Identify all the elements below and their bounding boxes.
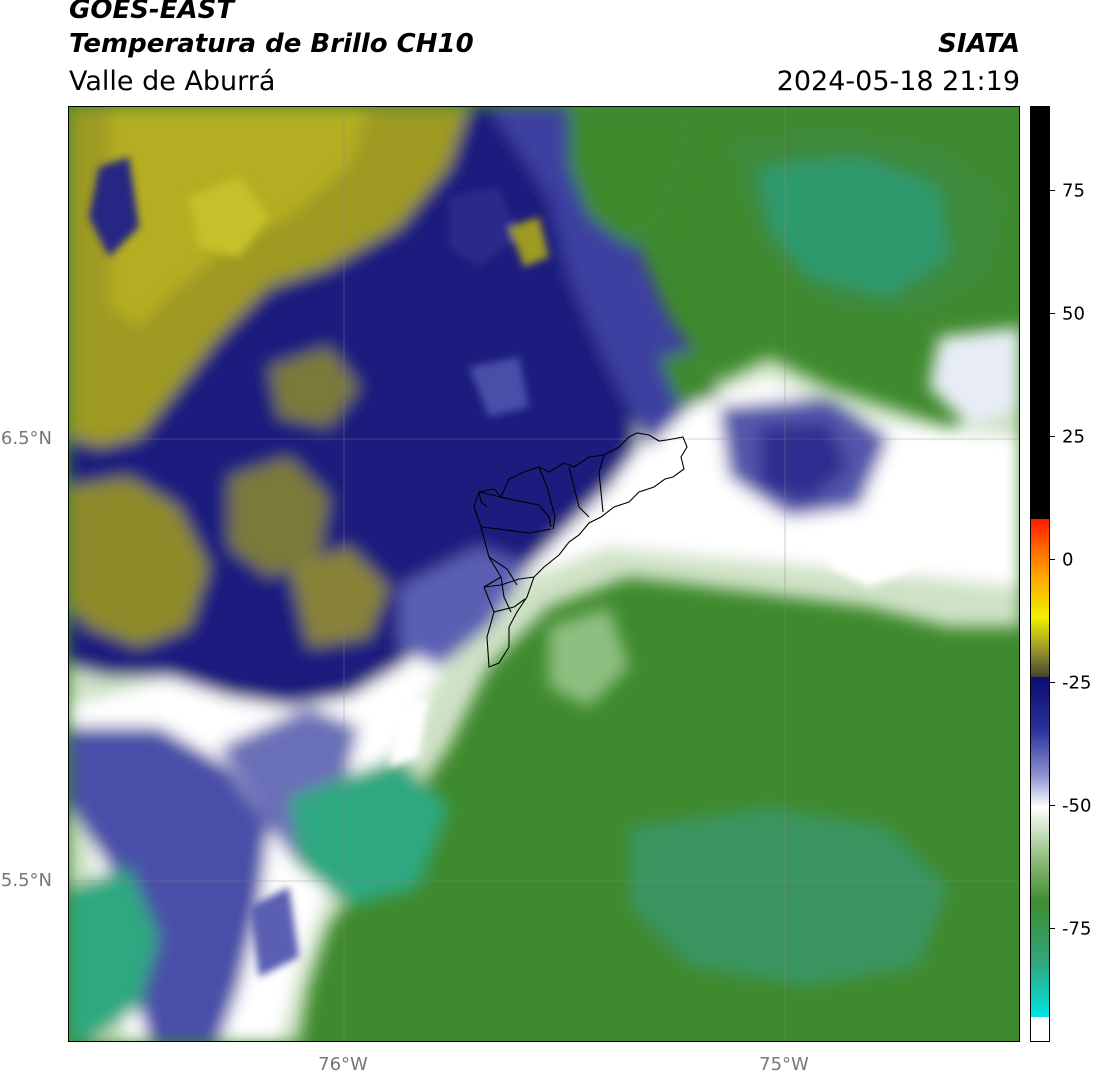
fine-structure	[89, 157, 919, 977]
colorbar-label: 0	[1062, 549, 1074, 571]
boundary-medellin-south	[483, 576, 535, 588]
boundary-barbosa	[598, 454, 605, 513]
longitude-label: 75°W	[759, 1054, 809, 1075]
boundary-girardota	[568, 466, 590, 518]
colorbar-label: 50	[1062, 303, 1085, 325]
colorbar-label: -75	[1062, 918, 1092, 940]
colorbar-label: 25	[1062, 426, 1085, 448]
colorbar	[1030, 106, 1050, 1042]
colorbar-segment-white	[1031, 1017, 1049, 1041]
colorbar-tick	[1050, 682, 1055, 683]
colorbar-tick	[1050, 190, 1055, 191]
title-datetime: 2024-05-18 21:19	[776, 66, 1020, 97]
brightness-temperature-map[interactable]	[68, 106, 1020, 1042]
boundary-medellin-north	[480, 526, 552, 534]
title-organization: SIATA	[938, 29, 1020, 59]
boundary-envigado	[500, 576, 512, 613]
colorbar-label: -50	[1062, 795, 1092, 817]
boundary-itagui	[488, 556, 518, 586]
graticule	[69, 107, 1019, 1041]
longitude-label: 76°W	[318, 1054, 368, 1075]
boundary-bello	[478, 491, 552, 528]
colorbar-tick	[1050, 805, 1055, 806]
colorbar-segment-blue	[1031, 677, 1049, 807]
colorbar-tick	[1050, 436, 1055, 437]
valle-outline	[473, 432, 688, 668]
title-product: Temperatura de Brillo CH10	[69, 29, 474, 59]
title-region: Valle de Aburrá	[69, 66, 276, 97]
boundary-sabaneta	[493, 598, 526, 613]
municipality-boundaries	[473, 432, 688, 668]
latitude-label: 5.5°N	[0, 870, 52, 891]
colorbar-label: -25	[1062, 672, 1092, 694]
colorbar-tick	[1050, 928, 1055, 929]
temperature-field	[69, 107, 1019, 1041]
colorbar-segment-black	[1031, 107, 1049, 519]
colorbar-label: 75	[1062, 180, 1085, 202]
latitude-label: 6.5°N	[0, 428, 52, 449]
colorbar-segment-green	[1031, 807, 1049, 1017]
colorbar-tick	[1050, 559, 1055, 560]
title-satellite: GOES-EAST	[69, 0, 235, 25]
boundary-copacabana	[538, 466, 556, 530]
colorbar-segment-warm	[1031, 519, 1049, 677]
colorbar-tick	[1050, 313, 1055, 314]
boundary-cell	[478, 491, 488, 508]
